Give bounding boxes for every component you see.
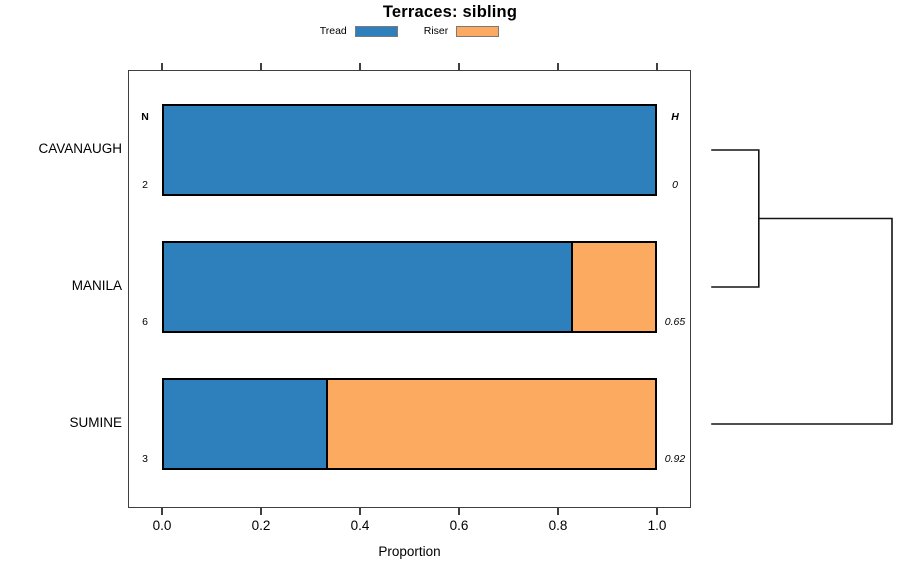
bar-segment-tread (164, 243, 573, 331)
legend: Tread Riser (128, 23, 691, 39)
x-tick-bottom (359, 508, 361, 515)
x-tick-top (557, 62, 559, 70)
h-value-cavanaugh: 0 (672, 179, 678, 191)
x-tick-label: 0.6 (449, 518, 469, 533)
bar-segment-tread (164, 380, 328, 468)
x-tick-top (161, 62, 163, 70)
x-tick-bottom (458, 508, 460, 515)
n-value-manila: 6 (142, 316, 148, 328)
x-axis-label: Proportion (378, 544, 441, 559)
legend-item-tread: Tread (320, 25, 398, 37)
legend-swatch-tread (354, 25, 398, 37)
row-label-cavanaugh: CAVANAUGH (38, 141, 122, 156)
legend-swatch-riser (456, 25, 500, 37)
row-label-manila: MANILA (71, 278, 122, 293)
n-value-cavanaugh: 2 (142, 179, 148, 191)
x-tick-label: 1.0 (647, 518, 667, 533)
x-tick-label: 0.8 (548, 518, 568, 533)
x-tick-label: 0.0 (152, 518, 172, 533)
h-column-header: H (671, 111, 679, 123)
legend-label-riser: Riser (423, 25, 449, 37)
chart-title: Terraces: sibling (382, 3, 518, 21)
row-label-sumine: SUMINE (69, 415, 122, 430)
x-tick-top (359, 62, 361, 70)
legend-label-tread: Tread (319, 25, 347, 37)
bar-row-manila (162, 241, 657, 333)
x-tick-bottom (161, 508, 163, 515)
x-tick-label: 0.2 (251, 518, 271, 533)
h-value-manila: 0.65 (664, 316, 686, 328)
legend-item-riser: Riser (424, 25, 500, 37)
x-tick-top (656, 62, 658, 70)
x-tick-top (260, 62, 262, 70)
bar-row-cavanaugh (162, 104, 657, 196)
n-column-header: N (141, 111, 149, 123)
bar-segment-tread (164, 106, 655, 194)
x-tick-bottom (656, 508, 658, 515)
x-tick-top (458, 62, 460, 70)
x-tick-bottom (260, 508, 262, 515)
n-value-sumine: 3 (142, 453, 148, 465)
plot-area (128, 70, 691, 508)
x-tick-bottom (557, 508, 559, 515)
x-tick-label: 0.4 (350, 518, 370, 533)
h-value-sumine: 0.92 (664, 453, 686, 465)
bar-row-sumine (162, 378, 657, 470)
